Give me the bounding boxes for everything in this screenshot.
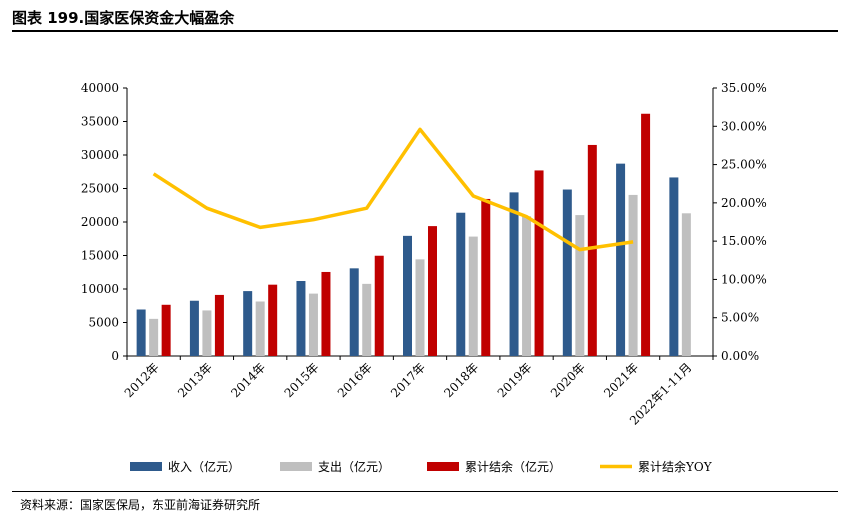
x-tick-label: 2020年 (548, 360, 588, 400)
x-tick-label: 2019年 (495, 360, 535, 400)
x-tick-label: 2012年 (122, 360, 162, 400)
bar-1 (349, 268, 359, 356)
bar-1 (403, 235, 412, 356)
bar-2 (362, 283, 372, 356)
x-tick-label: 2013年 (175, 360, 215, 400)
right-tick-label: 15.00% (721, 234, 767, 248)
bar-3 (534, 170, 544, 356)
source-divider (12, 491, 838, 492)
bar-1 (296, 281, 306, 356)
bar-1 (189, 300, 199, 356)
bar-2 (575, 215, 585, 356)
x-tick-label: 2014年 (228, 360, 268, 400)
right-tick-label: 5.00% (721, 311, 759, 325)
bar-2 (308, 293, 318, 356)
page-title: 图表 199.国家医保资金大幅盈余 (12, 9, 235, 27)
left-tick-label: 10000 (81, 282, 119, 296)
left-tick-label: 15000 (81, 249, 119, 263)
left-tick-label: 5000 (88, 316, 119, 330)
left-tick-label: 20000 (81, 215, 119, 229)
bar-3 (641, 113, 651, 357)
bar-2 (468, 236, 478, 356)
bar-1 (509, 192, 519, 356)
x-tick-label: 2017年 (388, 360, 428, 400)
right-tick-label: 25.00% (721, 158, 767, 172)
right-tick-label: 20.00% (721, 196, 767, 210)
legend-swatch (427, 462, 459, 471)
left-tick-label: 35000 (81, 115, 119, 129)
bar-3 (481, 198, 491, 356)
bar-2 (522, 216, 532, 356)
bar-3 (268, 284, 278, 356)
right-tick-label: 35.00% (721, 81, 767, 95)
bar-1 (456, 212, 466, 356)
legend-label: 支出（亿元） (318, 459, 390, 474)
bar-2 (202, 310, 212, 356)
yoy-line (152, 127, 634, 252)
right-tick-label: 10.00% (721, 272, 767, 286)
left-tick-label: 25000 (81, 182, 119, 196)
right-tick-label: 0.00% (721, 349, 759, 363)
bar-1 (562, 189, 572, 356)
bar-2 (149, 318, 159, 356)
bar-1 (616, 163, 626, 356)
x-tick-label: 2015年 (282, 360, 322, 400)
bar-2 (255, 301, 265, 356)
right-tick-label: 30.00% (721, 119, 767, 133)
left-tick-label: 40000 (81, 81, 119, 95)
bar-1 (243, 291, 253, 356)
left-tick-label: 0 (111, 349, 119, 363)
x-tick-label: 2016年 (335, 360, 375, 400)
x-tick-label: 2018年 (441, 360, 481, 400)
bar-3 (374, 255, 384, 356)
bar-2 (681, 213, 691, 356)
legend-label: 累计结余YOY (638, 459, 713, 474)
left-tick-label: 30000 (81, 148, 119, 162)
bar-1 (669, 177, 679, 356)
legend-swatch (130, 462, 162, 471)
bar-2 (415, 259, 425, 356)
bar-2 (628, 194, 638, 356)
bar-3 (587, 144, 597, 356)
bar-3 (161, 304, 171, 356)
legend-label: 累计结余（亿元） (465, 459, 561, 474)
bar-3 (214, 294, 224, 356)
legend-label: 收入（亿元） (168, 459, 240, 474)
bar-3 (321, 271, 331, 356)
bar-1 (136, 309, 146, 356)
x-tick-label: 2021年 (601, 360, 641, 400)
source-note: 资料来源：国家医保局，东亚前海证券研究所 (20, 498, 261, 512)
bar-3 (428, 226, 437, 356)
title-bar: 图表 199.国家医保资金大幅盈余 (12, 6, 838, 32)
legend-swatch (280, 462, 312, 471)
